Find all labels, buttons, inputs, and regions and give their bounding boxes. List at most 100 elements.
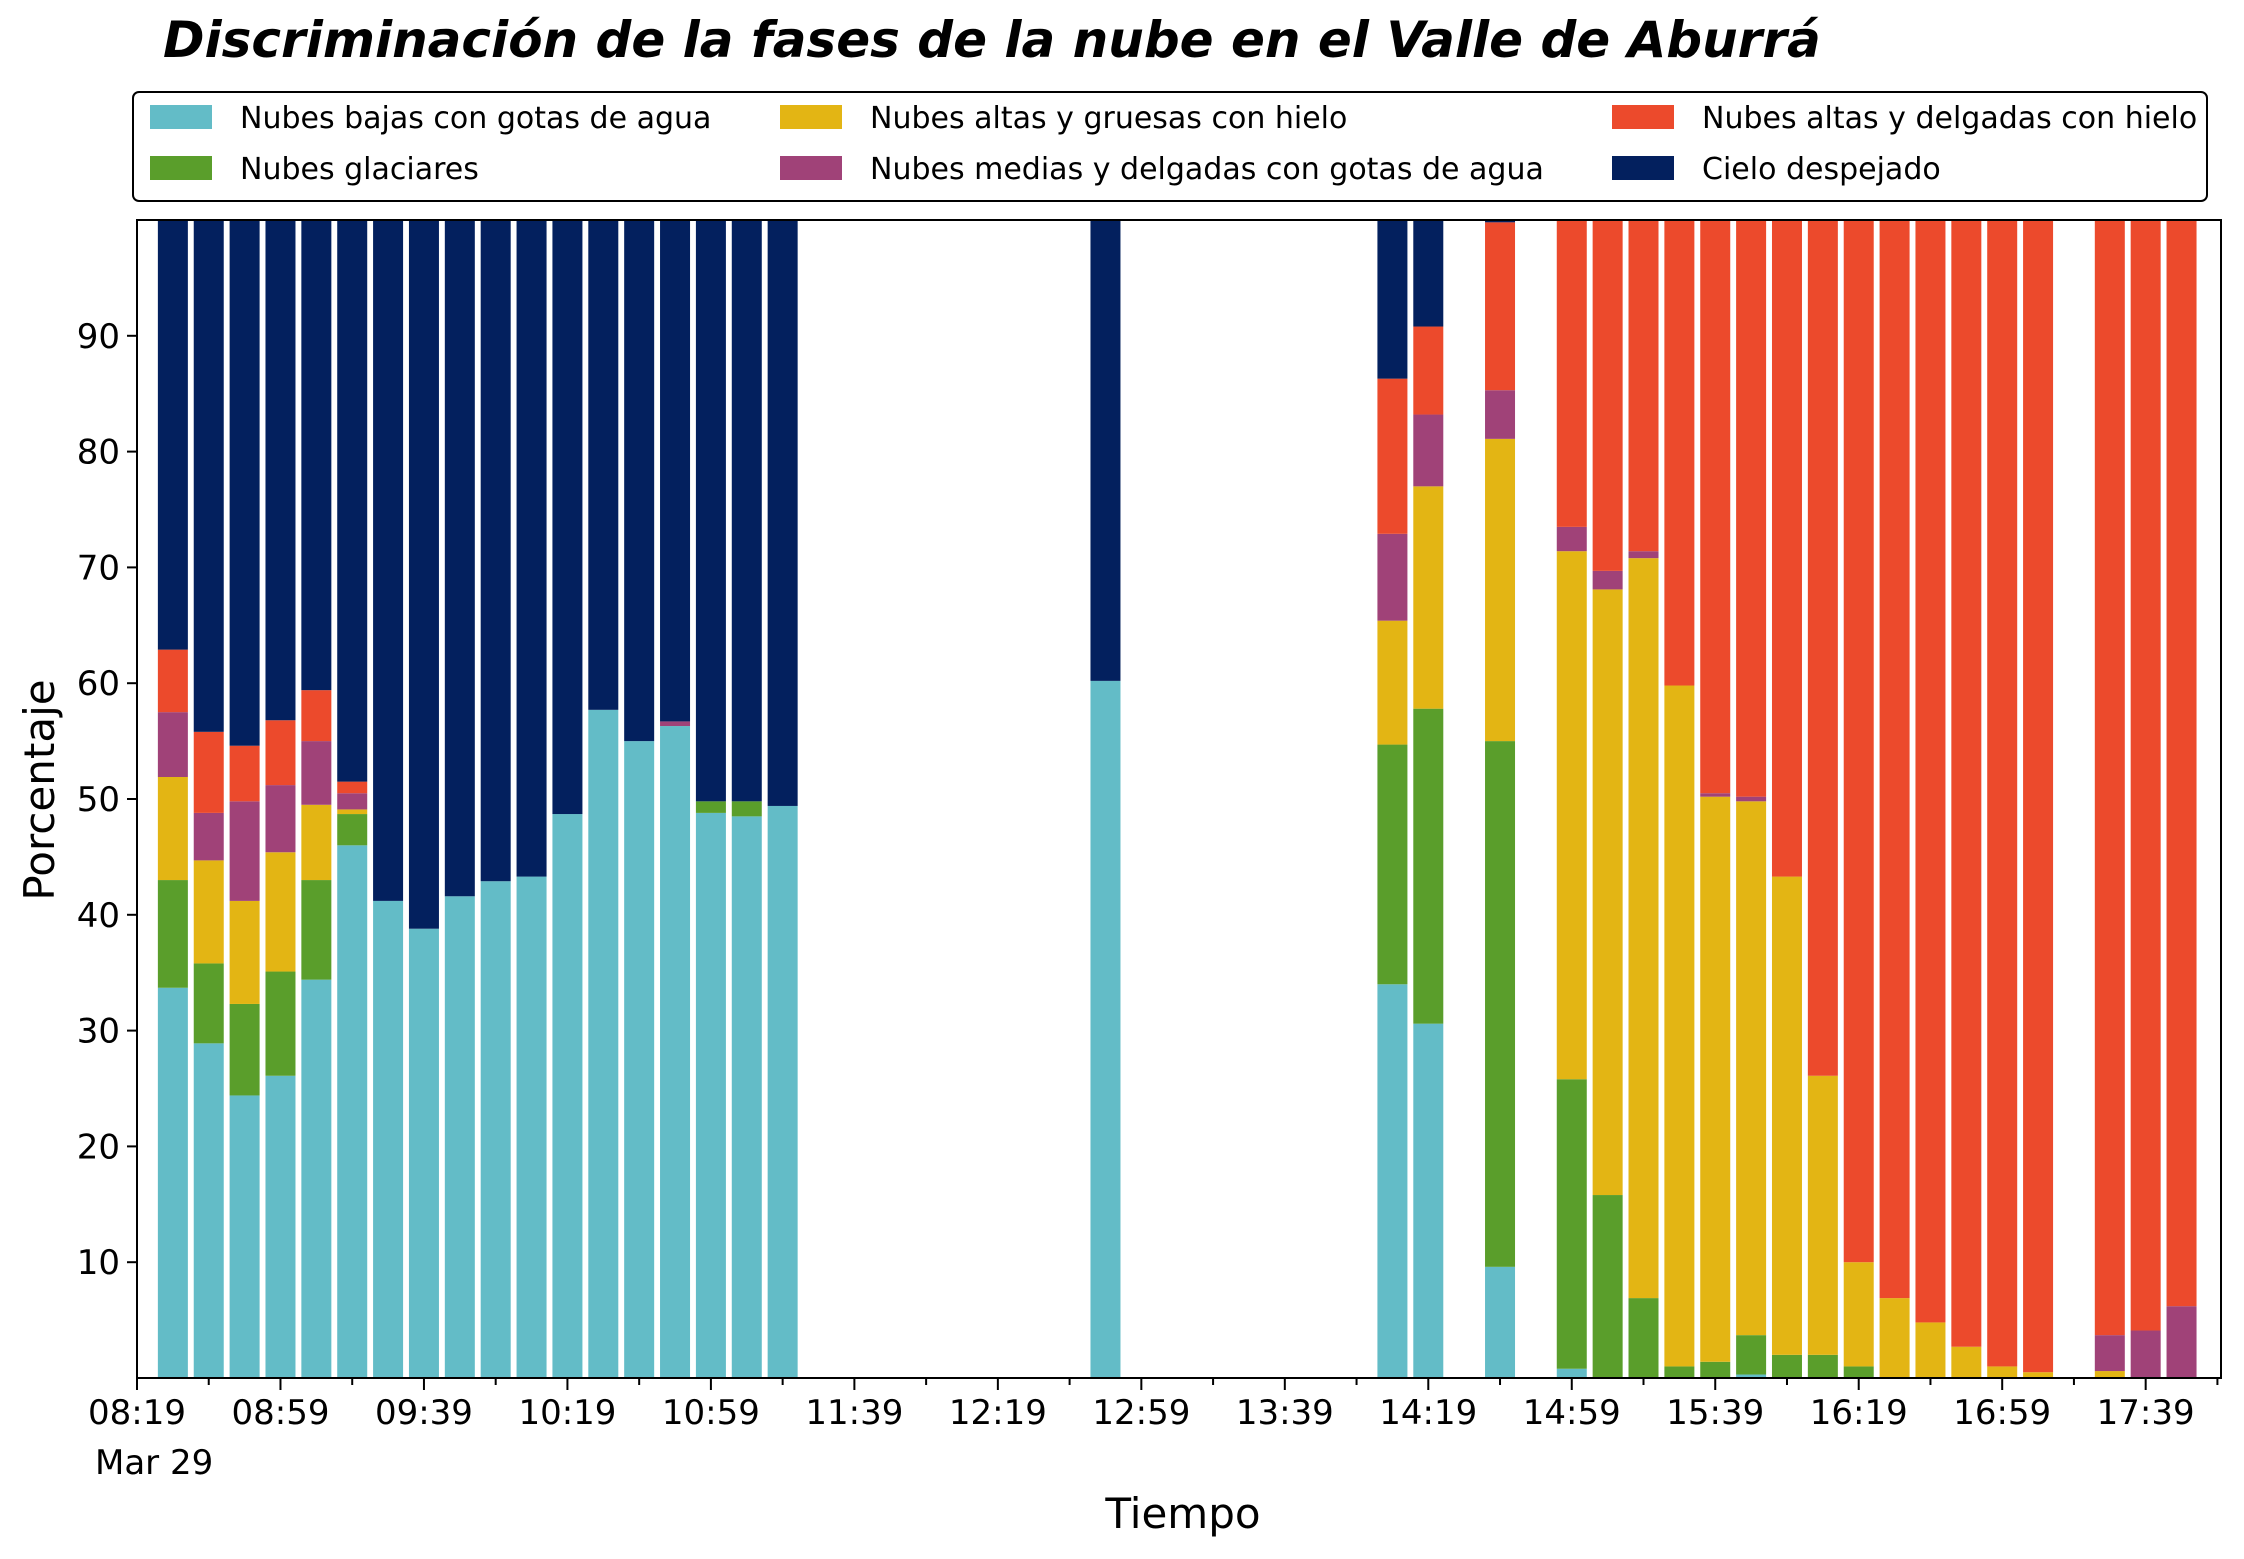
x-tick-label: 15:39 xyxy=(1666,1393,1764,1433)
bar-segment xyxy=(301,979,332,1378)
bar-segment xyxy=(1592,589,1623,1196)
x-tick-label: 17:39 xyxy=(2097,1393,2195,1433)
bar-stack xyxy=(1090,220,1121,1378)
bar-segment xyxy=(1592,1195,1623,1378)
bar-stack xyxy=(1915,220,1946,1378)
plot-area: 10 20 30 40 50 60 70 80 90 08:19 08:59 09:39 10:19 1… xyxy=(77,219,2222,1433)
bar-stack xyxy=(2130,220,2161,1378)
bar-segment xyxy=(588,709,619,1378)
legend-item: Nubes altas y delgadas con hielo xyxy=(1612,101,2197,136)
bar-segment xyxy=(480,220,511,882)
x-tick-label: 11:39 xyxy=(805,1393,903,1433)
x-tick-label: 16:59 xyxy=(1953,1393,2051,1433)
bar-stack xyxy=(480,220,511,1378)
bar-segment xyxy=(1592,570,1623,590)
bar-segment xyxy=(1413,326,1444,415)
bar-segment xyxy=(1736,796,1767,802)
bar-segment xyxy=(2130,1330,2161,1378)
bar-segment xyxy=(1664,1366,1695,1378)
bar-segment xyxy=(1485,220,1516,223)
chart-title: Discriminación de la fases de la nube en… xyxy=(163,11,1821,69)
bar-segment xyxy=(1987,220,2018,1367)
bar-segment xyxy=(1377,984,1408,1378)
legend-label: Nubes altas y delgadas con hielo xyxy=(1702,101,2197,136)
bar-segment xyxy=(1556,526,1587,552)
bar-segment xyxy=(1377,378,1408,534)
bar-stack xyxy=(624,220,655,1378)
bar-segment xyxy=(1556,551,1587,1080)
legend-swatch xyxy=(780,156,842,180)
bar-segment xyxy=(767,805,798,1378)
bar-segment xyxy=(1556,1368,1587,1378)
bar-segment xyxy=(1700,793,1731,797)
bar-stack xyxy=(337,220,368,1378)
bar-segment xyxy=(301,880,332,980)
bar-segment xyxy=(1771,220,1802,877)
bar-segment xyxy=(1771,876,1802,1355)
legend-item: Nubes bajas con gotas de agua xyxy=(150,101,711,136)
bar-stack xyxy=(588,220,619,1378)
x-tick-label: 08:59 xyxy=(231,1393,329,1433)
bar-segment xyxy=(265,220,296,721)
bar-segment xyxy=(229,801,260,901)
bar-stack xyxy=(1987,220,2018,1378)
bar-segment xyxy=(767,220,798,806)
bar-segment xyxy=(731,816,762,1378)
legend-swatch xyxy=(780,105,842,129)
bar-segment xyxy=(1700,796,1731,1362)
bar-segment xyxy=(1377,533,1408,621)
bar-segment xyxy=(660,220,691,722)
bar-segment xyxy=(229,1095,260,1378)
y-tick-label: 50 xyxy=(77,780,120,820)
bar-stack xyxy=(2094,220,2125,1378)
bar-segment xyxy=(731,220,762,802)
bar-stack xyxy=(695,220,726,1378)
bar-stack xyxy=(2023,220,2054,1378)
y-tick-label: 90 xyxy=(77,317,120,357)
bar-segment xyxy=(516,876,547,1378)
bar-segment xyxy=(1485,222,1516,391)
legend-swatch xyxy=(1612,156,1674,180)
bar-segment xyxy=(1807,1354,1838,1378)
bar-segment xyxy=(408,220,439,929)
x-date-label: Mar 29 xyxy=(95,1443,213,1483)
x-tick-label: 08:19 xyxy=(88,1393,186,1433)
bar-stack xyxy=(1951,220,1982,1378)
bar-segment xyxy=(1951,220,1982,1347)
bar-segment xyxy=(408,928,439,1378)
bar-segment xyxy=(1413,486,1444,709)
bar-stack xyxy=(1843,220,1874,1378)
bar-segment xyxy=(660,726,691,1378)
bar-segment xyxy=(695,812,726,1378)
bar-segment xyxy=(1915,1322,1946,1378)
bar-segment xyxy=(1843,1366,1874,1378)
legend: Nubes bajas con gotas de agua Nubes glaci… xyxy=(132,91,2208,202)
bar-segment xyxy=(1413,220,1444,327)
bar-segment xyxy=(265,720,296,786)
bar-segment xyxy=(337,220,368,782)
legend-item: Nubes medias y delgadas con gotas de agu… xyxy=(780,152,1544,187)
bar-segment xyxy=(157,880,188,988)
bar-segment xyxy=(2094,220,2125,1336)
bar-segment xyxy=(337,793,368,810)
bar-segment xyxy=(229,1003,260,1096)
bar-segment xyxy=(1485,1266,1516,1378)
bar-stack xyxy=(301,220,332,1378)
x-axis-label: Tiempo xyxy=(1104,1489,1260,1538)
bar-segment xyxy=(1700,220,1731,794)
bar-segment xyxy=(373,900,404,1378)
bar-segment xyxy=(1628,220,1659,552)
bar-segment xyxy=(624,220,655,742)
bar-segment xyxy=(157,220,188,650)
bar-segment xyxy=(1556,1079,1587,1369)
bar-segment xyxy=(1592,220,1623,571)
bar-segment xyxy=(695,801,726,813)
legend-frame xyxy=(132,91,2208,202)
bar-stack xyxy=(767,220,798,1378)
x-tick-label: 10:19 xyxy=(518,1393,616,1433)
bar-stack xyxy=(1556,220,1587,1378)
bar-segment xyxy=(193,860,224,964)
bar-segment xyxy=(2094,1371,2125,1378)
bar-segment xyxy=(480,881,511,1378)
